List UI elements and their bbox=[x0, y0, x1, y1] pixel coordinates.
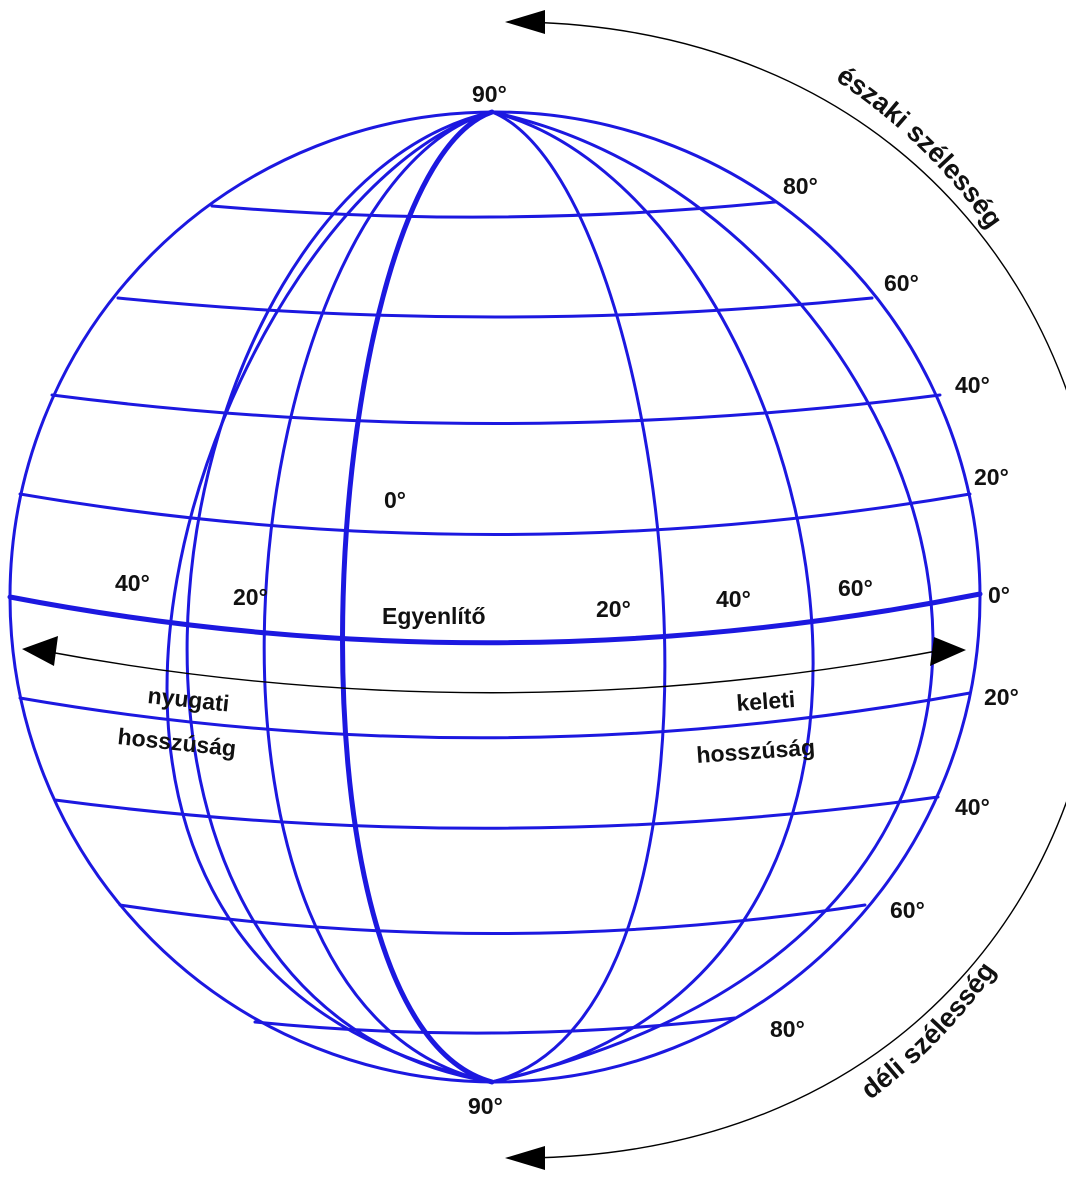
latitude-label-20s: 20° bbox=[984, 684, 1019, 710]
longitude-label-west-40: 40° bbox=[115, 570, 150, 596]
longitude-label-west-20: 20° bbox=[233, 584, 268, 610]
latitude-line-80n bbox=[210, 200, 777, 219]
north-latitude-label: északi szélesség bbox=[832, 60, 1009, 234]
latitude-arrow-curve bbox=[524, 21, 1066, 1159]
latitude-label-80s: 80° bbox=[770, 1016, 805, 1042]
west-longitude-label-line2: hosszúság bbox=[116, 723, 237, 761]
east-longitude-label-line2: hosszúság bbox=[696, 734, 816, 768]
latitude-arrow-head-bottom bbox=[505, 1146, 545, 1170]
north-latitude-textpath: északi szélesség bbox=[832, 60, 1009, 234]
south-latitude-label: déli szélesség bbox=[855, 956, 1001, 1104]
latitude-label-60s: 60° bbox=[890, 897, 925, 923]
longitude-arrow-head-right bbox=[930, 637, 966, 666]
globe-outline bbox=[8, 110, 982, 1084]
meridian-east-20 bbox=[490, 110, 667, 1084]
meridian-west-60 bbox=[165, 110, 494, 1084]
latitude-label-20n: 20° bbox=[974, 464, 1009, 490]
meridian-east-40 bbox=[490, 110, 815, 1084]
latitude-line-80s bbox=[253, 1016, 737, 1035]
latitude-label-40n: 40° bbox=[955, 372, 990, 398]
west-longitude-label-line1: nyugati bbox=[146, 682, 230, 716]
equator-name-label: Egyenlítő bbox=[382, 603, 486, 629]
longitude-label-east-40: 40° bbox=[716, 586, 751, 612]
south-latitude-textpath: déli szélesség bbox=[855, 956, 1001, 1104]
latitude-label-80n: 80° bbox=[783, 173, 818, 199]
longitude-arrow bbox=[35, 646, 943, 694]
latitude-arrow-head-top bbox=[505, 10, 545, 34]
longitude-arrow-head-left bbox=[22, 636, 58, 666]
east-longitude-label-line1: keleti bbox=[736, 686, 796, 716]
latitude-line-60s bbox=[118, 903, 867, 935]
latitude-line-60n bbox=[116, 296, 874, 319]
latitude-line-20n bbox=[18, 492, 972, 536]
latitude-label-60n: 60° bbox=[884, 270, 919, 296]
meridian-west-40 bbox=[185, 110, 494, 1084]
latitude-line-20s bbox=[18, 691, 972, 740]
longitude-label-east-60: 60° bbox=[838, 575, 873, 601]
equator-line bbox=[7, 591, 983, 646]
latitude-line-40n bbox=[50, 393, 942, 425]
south-pole-label: 90° bbox=[468, 1093, 503, 1119]
latitude-label-40s: 40° bbox=[955, 794, 990, 820]
meridian-west-20 bbox=[262, 110, 494, 1084]
prime-meridian-label: 0° bbox=[384, 487, 406, 513]
prime-meridian bbox=[340, 109, 495, 1085]
north-pole-label: 90° bbox=[472, 81, 507, 107]
latitude-line-40s bbox=[53, 795, 940, 830]
longitude-label-east-20: 20° bbox=[596, 596, 631, 622]
meridian-east-60 bbox=[490, 110, 935, 1084]
latitude-label-equator: 0° bbox=[988, 582, 1010, 608]
